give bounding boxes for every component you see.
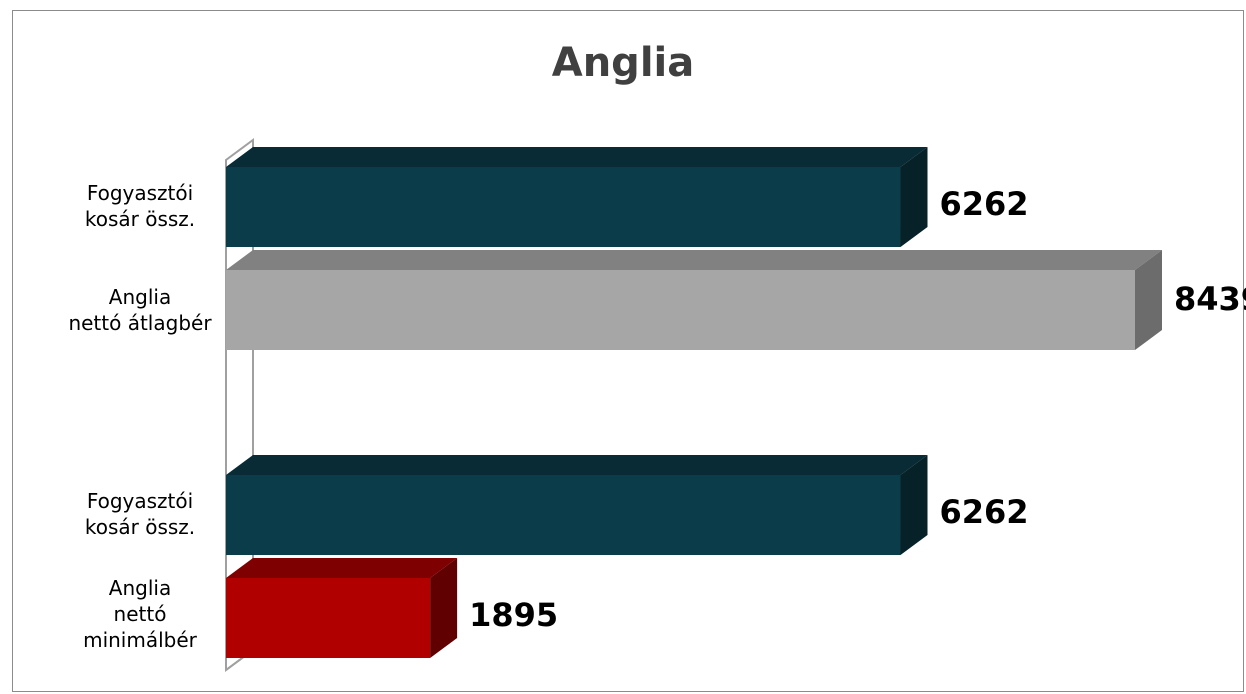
chart-title: Anglia	[551, 40, 695, 86]
value-label-0: 6262	[940, 185, 1029, 223]
value-label-2: 6262	[940, 493, 1029, 531]
bar-0-side	[900, 147, 928, 247]
bar-2	[226, 475, 901, 555]
category-label-3-line-2: minimálbér	[83, 628, 197, 652]
bar-3-side	[430, 558, 458, 658]
bar-1-top	[226, 250, 1162, 270]
category-label-3-line-1: nettó	[113, 602, 167, 626]
bar-0-top	[226, 147, 928, 167]
chart-frame	[12, 10, 1244, 692]
bar-1	[226, 270, 1135, 350]
category-label-1-line-0: Anglia	[108, 285, 172, 309]
category-label-0-line-0: Fogyasztói	[86, 181, 194, 205]
category-label-2: Fogyasztói kosár össz.	[40, 488, 240, 540]
bar-3	[226, 578, 431, 658]
bar-1-side	[1135, 250, 1162, 350]
bar-2-top	[226, 455, 928, 475]
category-label-1-line-1: nettó átlagbér	[68, 311, 212, 335]
bar-0	[226, 167, 901, 247]
bar-3-top	[226, 558, 458, 578]
category-label-1: Anglia nettó átlagbér	[40, 284, 240, 336]
category-label-3-line-0: Anglia	[108, 576, 172, 600]
category-label-3: Anglia nettó minimálbér	[40, 575, 240, 653]
category-label-0: Fogyasztói kosár össz.	[40, 180, 240, 232]
category-label-2-line-1: kosár össz.	[84, 515, 196, 539]
value-label-1: 8439	[1174, 280, 1246, 318]
category-label-2-line-0: Fogyasztói	[86, 489, 194, 513]
bar-2-side	[900, 455, 928, 555]
value-label-3: 1895	[469, 596, 558, 634]
category-label-0-line-1: kosár össz.	[84, 207, 196, 231]
